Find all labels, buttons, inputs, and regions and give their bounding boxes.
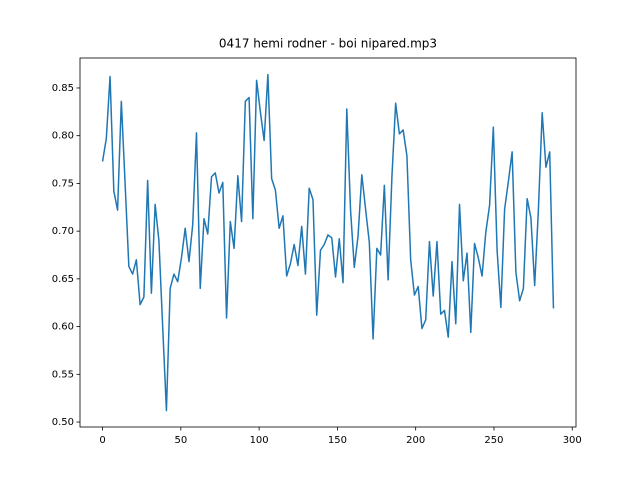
- y-tick-label: 0.85: [52, 83, 74, 94]
- x-tick-label: 0: [99, 435, 105, 446]
- y-tick-label: 0.60: [52, 322, 74, 333]
- x-tick-label: 200: [406, 435, 425, 446]
- x-tick-label: 250: [484, 435, 503, 446]
- plot-frame: [79, 57, 577, 428]
- y-tick-label: 0.70: [52, 226, 74, 237]
- x-tick-label: 100: [250, 435, 269, 446]
- x-tick-label: 300: [563, 435, 582, 446]
- data-line: [101, 73, 555, 412]
- y-tick-label: 0.80: [52, 131, 74, 142]
- x-tick-label: 50: [174, 435, 187, 446]
- chart-title: 0417 hemi rodner - boi nipared.mp3: [219, 37, 437, 51]
- x-tick-label: 150: [328, 435, 347, 446]
- y-tick-label: 0.75: [52, 178, 74, 189]
- y-tick-label: 0.55: [52, 369, 74, 380]
- y-tick-label: 0.50: [52, 417, 74, 428]
- y-tick-label: 0.65: [52, 274, 74, 285]
